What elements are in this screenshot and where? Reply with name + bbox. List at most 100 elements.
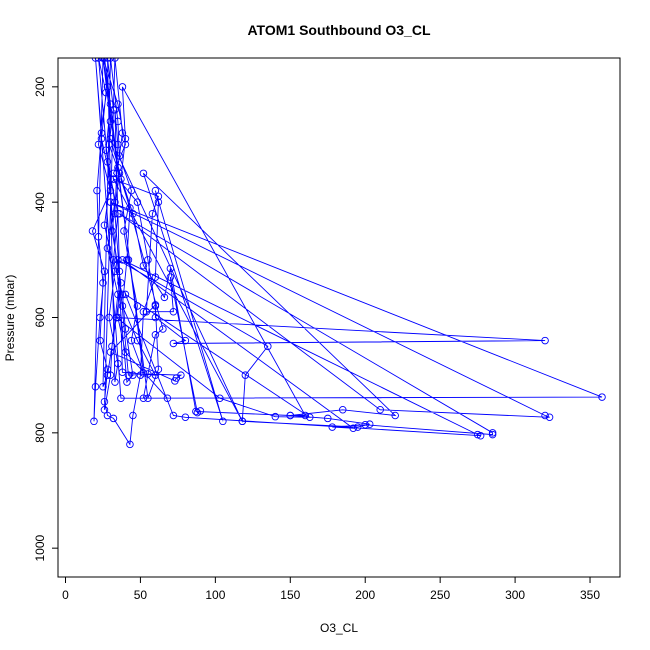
data-point: [118, 256, 127, 264]
data-point: [126, 204, 134, 212]
data-point: [142, 307, 151, 316]
data-point: [123, 378, 131, 386]
data-point: [111, 267, 119, 276]
data-point: [598, 393, 606, 401]
data-point: [102, 146, 110, 155]
data-point: [106, 117, 115, 126]
data-point: [129, 371, 137, 379]
data-point: [118, 129, 127, 137]
data-point: [115, 267, 124, 276]
y-tick-label: 200: [33, 77, 47, 97]
data-point: [100, 221, 109, 229]
data-point: [160, 293, 169, 302]
data-point: [324, 414, 332, 423]
data-point: [106, 348, 115, 356]
y-axis: 200 400 600 800 1000: [33, 77, 59, 562]
data-point: [106, 134, 115, 143]
data-point: [103, 411, 112, 420]
data-point: [196, 407, 205, 415]
data-point: [117, 394, 125, 402]
data-point: [144, 370, 152, 378]
data-point: [118, 302, 127, 310]
data-point: [115, 209, 124, 218]
data-point: [166, 273, 175, 281]
data-point: [121, 348, 130, 356]
data-point: [96, 336, 104, 345]
data-point: [111, 106, 119, 114]
data-point: [103, 244, 112, 253]
data-point: [93, 186, 101, 195]
data-point: [117, 175, 125, 183]
data-point: [154, 192, 163, 201]
data-point: [108, 227, 116, 235]
data-point: [111, 198, 119, 206]
data-point: [127, 186, 136, 195]
data-point: [139, 394, 148, 402]
data-point: [121, 325, 130, 333]
data-point: [106, 175, 115, 183]
data-point: [100, 397, 109, 406]
data-point: [91, 382, 100, 391]
data-point: [349, 424, 357, 432]
data-point: [148, 209, 157, 218]
data-point: [108, 342, 116, 351]
data-point: [144, 394, 152, 402]
data-point: [127, 336, 136, 345]
data-point: [106, 371, 115, 379]
data-point: [151, 371, 160, 379]
data-point: [129, 411, 137, 420]
data-point: [114, 140, 122, 149]
data-point: [391, 411, 399, 420]
data-point: [476, 431, 485, 440]
y-tick-label: 600: [33, 307, 47, 327]
data-point: [90, 417, 98, 426]
data-point: [106, 100, 115, 108]
data-point: [177, 371, 185, 379]
data-point: [301, 411, 310, 420]
data-point: [99, 279, 107, 287]
x-axis-label: O3_CL: [320, 621, 358, 635]
data-point: [123, 256, 131, 264]
data-point: [181, 336, 190, 345]
data-point: [109, 414, 118, 423]
y-axis-label: Pressure (mbar): [3, 275, 17, 362]
series-group: [88, 58, 606, 449]
data-point: [169, 307, 178, 316]
x-tick-label: 100: [205, 588, 225, 602]
data-point: [114, 359, 122, 368]
x-tick-label: 50: [134, 588, 148, 602]
data-point: [118, 290, 127, 299]
data-point: [114, 290, 122, 299]
data-point: [118, 368, 127, 377]
data-point: [105, 140, 113, 149]
x-tick-label: 0: [62, 588, 69, 602]
y-tick-label: 800: [33, 423, 47, 443]
x-tick-label: 200: [355, 588, 375, 602]
data-point: [286, 411, 295, 420]
x-tick-label: 300: [505, 588, 525, 602]
data-point: [114, 100, 122, 108]
data-point: [154, 365, 163, 374]
data-point: [100, 406, 109, 414]
data-point: [114, 256, 122, 264]
data-point: [216, 394, 224, 402]
plot-frame: [57, 57, 621, 578]
data-point: [151, 331, 160, 339]
data-point: [169, 411, 178, 420]
data-point: [181, 413, 190, 422]
data-point: [94, 233, 103, 241]
data-point: [151, 313, 160, 322]
y-tick-label: 1000: [33, 534, 47, 561]
data-point: [102, 88, 110, 97]
data-point: [133, 336, 142, 345]
data-point: [163, 394, 172, 402]
data-point: [136, 371, 145, 379]
data-point: [154, 198, 163, 206]
data-point: [365, 420, 374, 428]
data-point: [151, 186, 160, 195]
data-point: [219, 417, 227, 426]
data-point: [121, 140, 130, 149]
data-point: [264, 342, 272, 351]
x-tick-label: 250: [430, 588, 450, 602]
data-point: [115, 169, 124, 178]
